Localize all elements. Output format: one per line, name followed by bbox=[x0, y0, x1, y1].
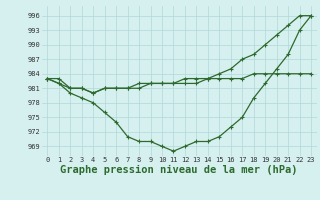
X-axis label: Graphe pression niveau de la mer (hPa): Graphe pression niveau de la mer (hPa) bbox=[60, 165, 298, 175]
